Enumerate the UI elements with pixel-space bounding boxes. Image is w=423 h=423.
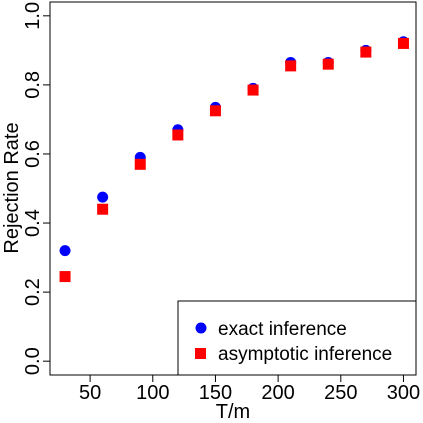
data-points [59,36,409,283]
x-tick-label: 150 [199,382,232,404]
y-tick-label: 0.0 [22,347,44,375]
x-tick-label: 300 [387,382,420,404]
point-exact-30 [59,245,71,257]
point-asymptotic-60 [97,203,109,215]
point-asymptotic-240 [322,58,334,70]
y-tick-label: 0.4 [22,209,44,237]
point-exact-60 [97,191,109,203]
x-tick-label: 50 [79,382,101,404]
y-tick-label: 0.2 [22,278,44,306]
x-tick-label: 200 [261,382,294,404]
x-axis-title: T/m [216,401,250,423]
point-asymptotic-270 [360,46,372,58]
point-asymptotic-150 [209,105,221,117]
y-axis-title: Rejection Rate [1,122,23,253]
point-asymptotic-300 [397,37,409,49]
legend-marker-exact [195,322,207,334]
legend-box [177,300,417,376]
legend-marker-asymptotic [195,348,206,359]
point-asymptotic-90 [134,158,146,170]
legend: exact inference asymptotic inference [177,300,417,376]
y-tick-label: 1.0 [22,2,44,30]
point-asymptotic-210 [285,60,297,72]
y-tick-label: 0.6 [22,140,44,168]
point-asymptotic-30 [59,271,71,283]
x-tick-label: 250 [324,382,357,404]
y-tick-label: 0.8 [22,71,44,99]
legend-label-asymptotic: asymptotic inference [218,344,392,365]
x-axis: 50 100 150 200 250 300 [79,375,420,404]
y-axis: 0.0 0.2 0.4 0.6 0.8 1.0 [22,2,50,375]
legend-label-exact: exact inference [218,319,347,340]
point-asymptotic-180 [247,84,259,96]
point-asymptotic-120 [172,129,184,141]
x-tick-label: 100 [136,382,169,404]
